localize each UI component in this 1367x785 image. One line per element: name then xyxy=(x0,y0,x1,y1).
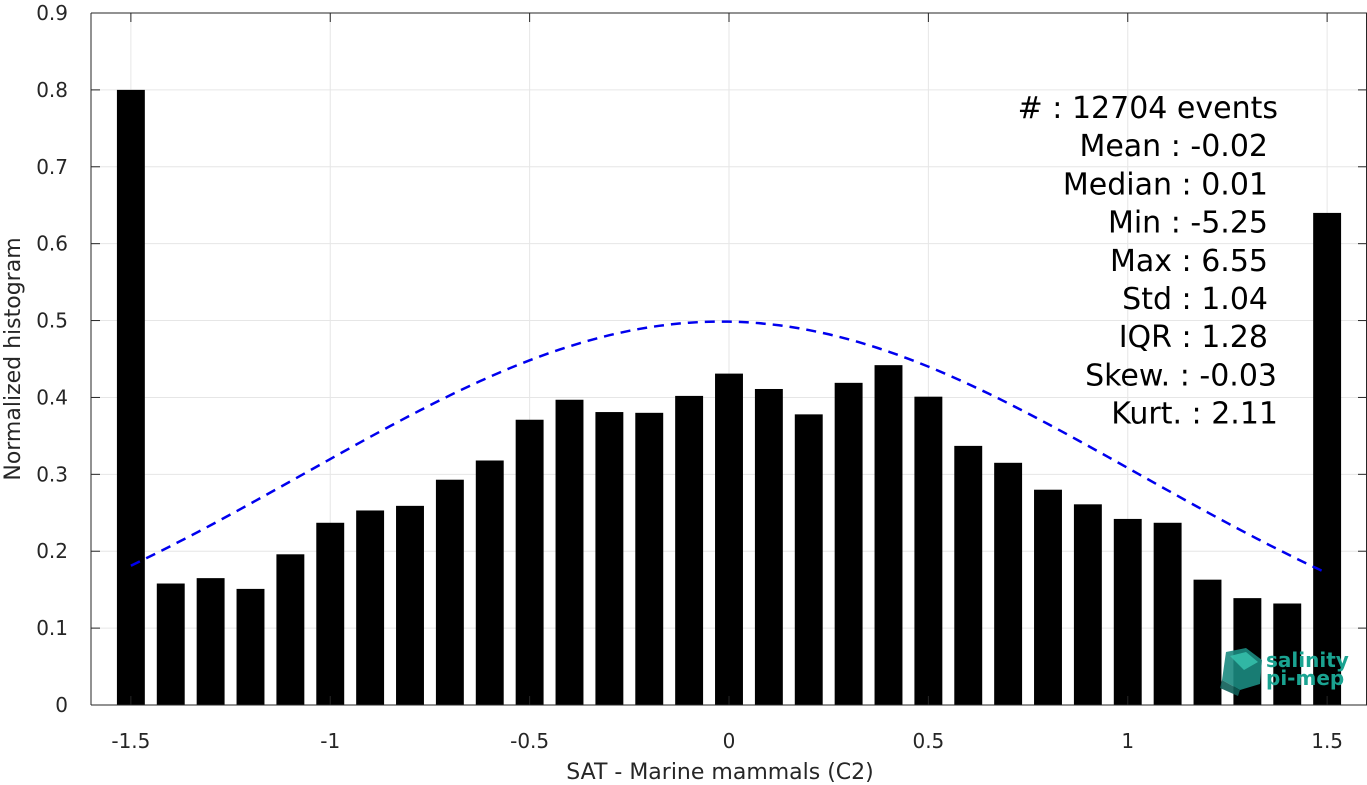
histogram-bar xyxy=(1273,603,1302,705)
stat-line: # : 12704 events xyxy=(1018,91,1278,126)
x-tick-label: 1 xyxy=(1121,729,1134,753)
histogram-bar xyxy=(396,505,424,705)
histogram-bar xyxy=(954,445,983,705)
stat-line: Std : 1.04 xyxy=(1122,282,1268,317)
histogram-bar xyxy=(1113,518,1142,705)
logo-line-2: pi-mep xyxy=(1266,666,1344,690)
x-tick-label: -0.5 xyxy=(510,729,549,753)
stat-line: Mean : -0.02 xyxy=(1079,129,1268,164)
stat-line: Max : 6.55 xyxy=(1110,244,1268,279)
histogram-bar xyxy=(715,373,743,705)
histogram-bar xyxy=(914,396,943,705)
histogram-bar xyxy=(435,479,464,705)
histogram-bar xyxy=(515,419,544,705)
stat-line: Skew. : -0.03 xyxy=(1085,358,1277,393)
x-tick-labels: -1.5 -1 -0.5 0 0.5 1 1.5 xyxy=(111,729,1343,753)
y-tick-label: 0.3 xyxy=(36,462,68,486)
y-tick-label: 0 xyxy=(55,693,68,717)
y-tick-label: 0.5 xyxy=(36,309,68,333)
histogram-bar xyxy=(156,583,185,705)
histogram-bar xyxy=(555,399,584,705)
y-tick-label: 0.9 xyxy=(36,1,68,25)
histogram-bar xyxy=(794,414,823,705)
y-tick-label: 0.4 xyxy=(36,385,68,409)
y-tick-label: 0.1 xyxy=(36,616,68,640)
normal-fit-curve xyxy=(130,320,1328,575)
histogram-bar xyxy=(834,382,863,705)
histogram-bar xyxy=(356,510,385,705)
y-axis-title: Normalized histogram xyxy=(1,237,26,480)
x-tick-label: -1.5 xyxy=(111,729,150,753)
stat-line: IQR : 1.28 xyxy=(1119,320,1268,355)
histogram-bar xyxy=(1193,579,1222,705)
histogram-bar xyxy=(116,89,145,705)
y-tick-labels: 0 0.1 0.2 0.3 0.4 0.5 0.6 0.7 0.8 0.9 xyxy=(36,1,68,717)
histogram-bar xyxy=(1073,504,1102,705)
histogram-bar xyxy=(1313,212,1342,705)
x-tick-label: 1.5 xyxy=(1311,729,1343,753)
histogram-bar xyxy=(196,578,225,705)
stat-line: Min : -5.25 xyxy=(1108,206,1268,241)
histogram-bar xyxy=(635,412,664,705)
y-tick-label: 0.8 xyxy=(36,78,68,102)
histogram-bar xyxy=(276,554,305,705)
logo-line-1: salinity xyxy=(1266,648,1349,672)
x-tick-label: 0 xyxy=(723,729,736,753)
bars xyxy=(116,89,1342,705)
x-tick-label: 0.5 xyxy=(912,729,944,753)
x-tick-label: -1 xyxy=(320,729,340,753)
y-tick-label: 0.6 xyxy=(36,232,68,256)
stat-line: Kurt. : 2.11 xyxy=(1111,397,1278,432)
histogram-bar xyxy=(595,412,624,705)
histogram-bar xyxy=(994,462,1023,705)
histogram-bar xyxy=(1034,489,1062,705)
y-tick-label: 0.7 xyxy=(36,155,68,179)
histogram-bar xyxy=(675,395,704,705)
stat-line: Median : 0.01 xyxy=(1063,167,1268,202)
histogram-bar xyxy=(874,365,903,705)
histogram-bar xyxy=(1153,522,1182,705)
y-tick-label: 0.2 xyxy=(36,539,68,563)
histogram-bar xyxy=(475,460,504,705)
histogram-bar xyxy=(754,388,783,705)
cube-icon xyxy=(1220,648,1262,696)
histogram-bar xyxy=(316,522,345,705)
x-axis-title: SAT - Marine mammals (C2) xyxy=(566,760,874,785)
salinity-pi-mep-logo: salinity pi-mep xyxy=(1220,648,1349,696)
histogram-bar xyxy=(236,588,265,705)
